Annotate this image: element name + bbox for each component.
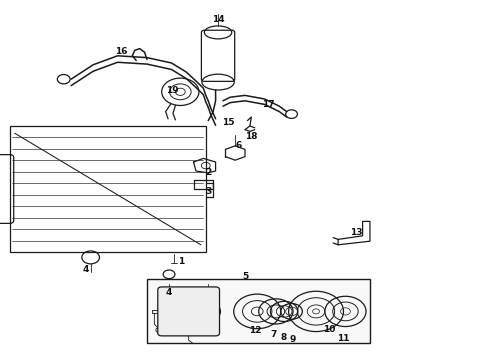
Text: 10: 10	[323, 325, 336, 334]
Text: 9: 9	[289, 335, 296, 344]
Text: 19: 19	[166, 86, 179, 95]
Text: 4: 4	[82, 265, 89, 274]
Text: 5: 5	[242, 272, 248, 281]
Text: 4: 4	[166, 288, 172, 297]
Text: 6: 6	[236, 141, 242, 150]
Text: 18: 18	[245, 132, 258, 141]
Text: 14: 14	[212, 15, 224, 24]
Text: 15: 15	[221, 118, 234, 127]
FancyBboxPatch shape	[158, 287, 220, 336]
Text: 8: 8	[280, 333, 286, 342]
Text: 17: 17	[262, 100, 274, 109]
Text: 13: 13	[350, 228, 363, 237]
Text: 7: 7	[270, 330, 277, 338]
Text: 2: 2	[205, 168, 211, 177]
Text: 1: 1	[178, 256, 184, 266]
Text: 16: 16	[115, 47, 128, 56]
Text: 3: 3	[205, 187, 211, 196]
Text: 12: 12	[249, 326, 262, 335]
Polygon shape	[147, 279, 370, 343]
Text: 11: 11	[337, 334, 349, 343]
